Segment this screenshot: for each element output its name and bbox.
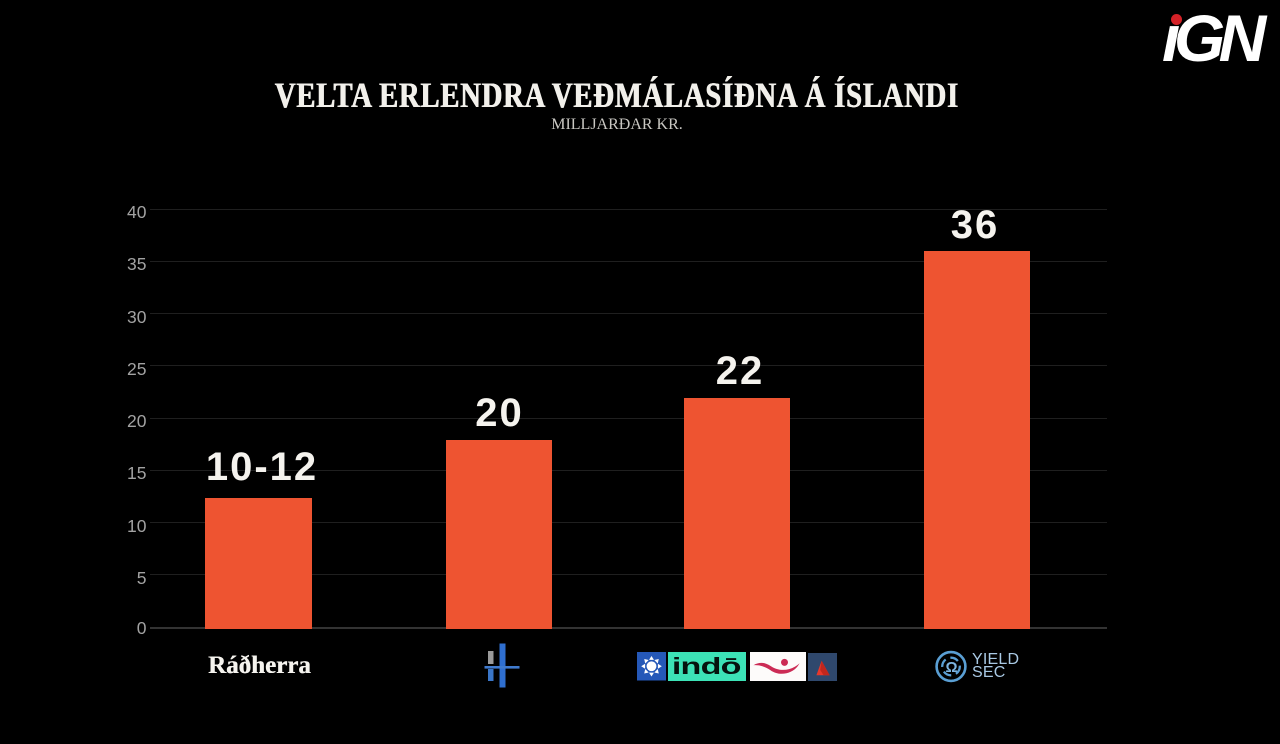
svg-text:Ω: Ω [946,659,958,676]
